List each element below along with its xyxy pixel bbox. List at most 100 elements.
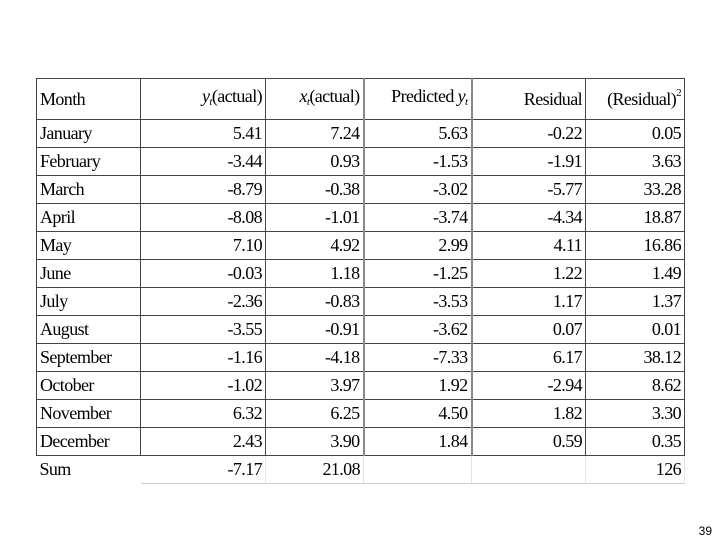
cell-residual: 1.22 [470, 259, 586, 288]
header-residual-squared: (Residual)2 [585, 78, 685, 120]
cell-y-actual: -7.17 [140, 455, 266, 484]
cell-residual-squared: 3.30 [585, 399, 685, 428]
cell-y-actual: -8.79 [140, 175, 266, 204]
cell-residual: 0.07 [470, 315, 586, 344]
cell-predicted: -3.62 [362, 315, 472, 344]
cell-month: August [36, 315, 141, 344]
cell-y-actual: -0.03 [140, 259, 266, 288]
cell-month: November [36, 399, 141, 428]
cell-x-actual: 3.90 [265, 427, 364, 456]
cell-residual: -2.94 [470, 371, 586, 400]
table-row: October -1.02 3.97 1.92 -2.94 8.62 [36, 371, 685, 400]
cell-month: July [36, 287, 141, 316]
table-row: November 6.32 6.25 4.50 1.82 3.30 [36, 399, 685, 428]
cell-residual: 0.59 [470, 427, 586, 456]
cell-residual-squared: 3.63 [585, 147, 685, 176]
table-row: March -8.79 -0.38 -3.02 -5.77 33.28 [36, 175, 685, 204]
cell-x-actual: 1.18 [265, 259, 364, 288]
cell-residual [471, 455, 586, 484]
cell-y-actual: 6.32 [140, 399, 266, 428]
cell-residual-squared: 38.12 [585, 343, 685, 372]
header-row: Month yt(actual) xt(actual) Predicted yt… [36, 78, 685, 120]
cell-x-actual: 6.25 [265, 399, 364, 428]
cell-residual-squared: 0.35 [585, 427, 685, 456]
table-row: August -3.55 -0.91 -3.62 0.07 0.01 [36, 315, 685, 344]
cell-residual: 6.17 [470, 343, 586, 372]
cell-month: March [36, 175, 141, 204]
cell-predicted: 1.92 [362, 371, 472, 400]
cell-residual-squared: 126 [585, 455, 685, 484]
cell-x-actual: -0.83 [265, 287, 364, 316]
cell-residual-squared: 0.01 [585, 315, 685, 344]
table-row: February -3.44 0.93 -1.53 -1.91 3.63 [36, 147, 685, 176]
table-row: May 7.10 4.92 2.99 4.11 16.86 [36, 231, 685, 260]
cell-predicted: 2.99 [362, 231, 472, 260]
cell-month: Sum [39, 459, 72, 480]
header-month: Month [36, 78, 141, 120]
sum-row: Sum -7.17 21.08 126 [37, 455, 685, 484]
cell-residual: 1.82 [470, 399, 586, 428]
cell-y-actual: 5.41 [140, 119, 266, 148]
cell-residual-squared: 16.86 [585, 231, 685, 260]
table-row: July -2.36 -0.83 -3.53 1.17 1.37 [36, 287, 685, 316]
cell-x-actual: 21.08 [265, 455, 364, 484]
cell-y-actual: -1.16 [140, 343, 266, 372]
cell-residual: -1.91 [470, 147, 586, 176]
cell-predicted: 4.50 [362, 399, 472, 428]
cell-month: December [36, 427, 141, 456]
cell-x-actual: 4.92 [265, 231, 364, 260]
cell-residual: 1.17 [470, 287, 586, 316]
cell-month: June [36, 259, 141, 288]
page-number: 39 [698, 524, 712, 538]
header-predicted: Predicted yt [362, 78, 472, 120]
cell-residual-squared: 8.62 [585, 371, 685, 400]
cell-month: February [36, 147, 141, 176]
cell-month: April [36, 203, 141, 232]
cell-x-actual: 7.24 [265, 119, 364, 148]
cell-x-actual: 0.93 [265, 147, 364, 176]
cell-predicted: -1.25 [362, 259, 472, 288]
table-row: September -1.16 -4.18 -7.33 6.17 38.12 [36, 343, 685, 372]
cell-predicted: -3.53 [362, 287, 472, 316]
cell-x-actual: 3.97 [265, 371, 364, 400]
cell-y-actual: -8.08 [140, 203, 266, 232]
cell-predicted [363, 455, 472, 484]
residual-table: Month yt(actual) xt(actual) Predicted yt… [36, 78, 685, 484]
cell-predicted: 1.84 [362, 427, 472, 456]
cell-residual-squared: 18.87 [585, 203, 685, 232]
cell-month: September [36, 343, 141, 372]
cell-x-actual: -0.91 [265, 315, 364, 344]
cell-residual: 4.11 [470, 231, 586, 260]
cell-month: January [36, 119, 141, 148]
cell-x-actual: -0.38 [265, 175, 364, 204]
header-residual: Residual [470, 78, 586, 120]
cell-residual: -5.77 [470, 175, 586, 204]
cell-predicted: -1.53 [362, 147, 472, 176]
table-row: April -8.08 -1.01 -3.74 -4.34 18.87 [36, 203, 685, 232]
cell-predicted: 5.63 [362, 119, 472, 148]
cell-y-actual: -2.36 [140, 287, 266, 316]
cell-predicted: -3.74 [362, 203, 472, 232]
cell-x-actual: -4.18 [265, 343, 364, 372]
cell-y-actual: -3.44 [140, 147, 266, 176]
table-row: January 5.41 7.24 5.63 -0.22 0.05 [36, 119, 685, 148]
cell-residual-squared: 1.37 [585, 287, 685, 316]
cell-y-actual: -1.02 [140, 371, 266, 400]
header-y-actual: yt(actual) [140, 78, 266, 120]
cell-month: October [36, 371, 141, 400]
cell-y-actual: 2.43 [140, 427, 266, 456]
table-row: June -0.03 1.18 -1.25 1.22 1.49 [36, 259, 685, 288]
cell-x-actual: -1.01 [265, 203, 364, 232]
header-x-actual: xt(actual) [265, 78, 364, 120]
cell-predicted: -3.02 [362, 175, 472, 204]
cell-residual: -4.34 [470, 203, 586, 232]
cell-y-actual: 7.10 [140, 231, 266, 260]
cell-residual-squared: 0.05 [585, 119, 685, 148]
cell-month: May [36, 231, 141, 260]
cell-y-actual: -3.55 [140, 315, 266, 344]
cell-residual-squared: 1.49 [585, 259, 685, 288]
table-row: December 2.43 3.90 1.84 0.59 0.35 [36, 427, 685, 456]
cell-predicted: -7.33 [362, 343, 472, 372]
cell-residual-squared: 33.28 [585, 175, 685, 204]
cell-residual: -0.22 [470, 119, 586, 148]
